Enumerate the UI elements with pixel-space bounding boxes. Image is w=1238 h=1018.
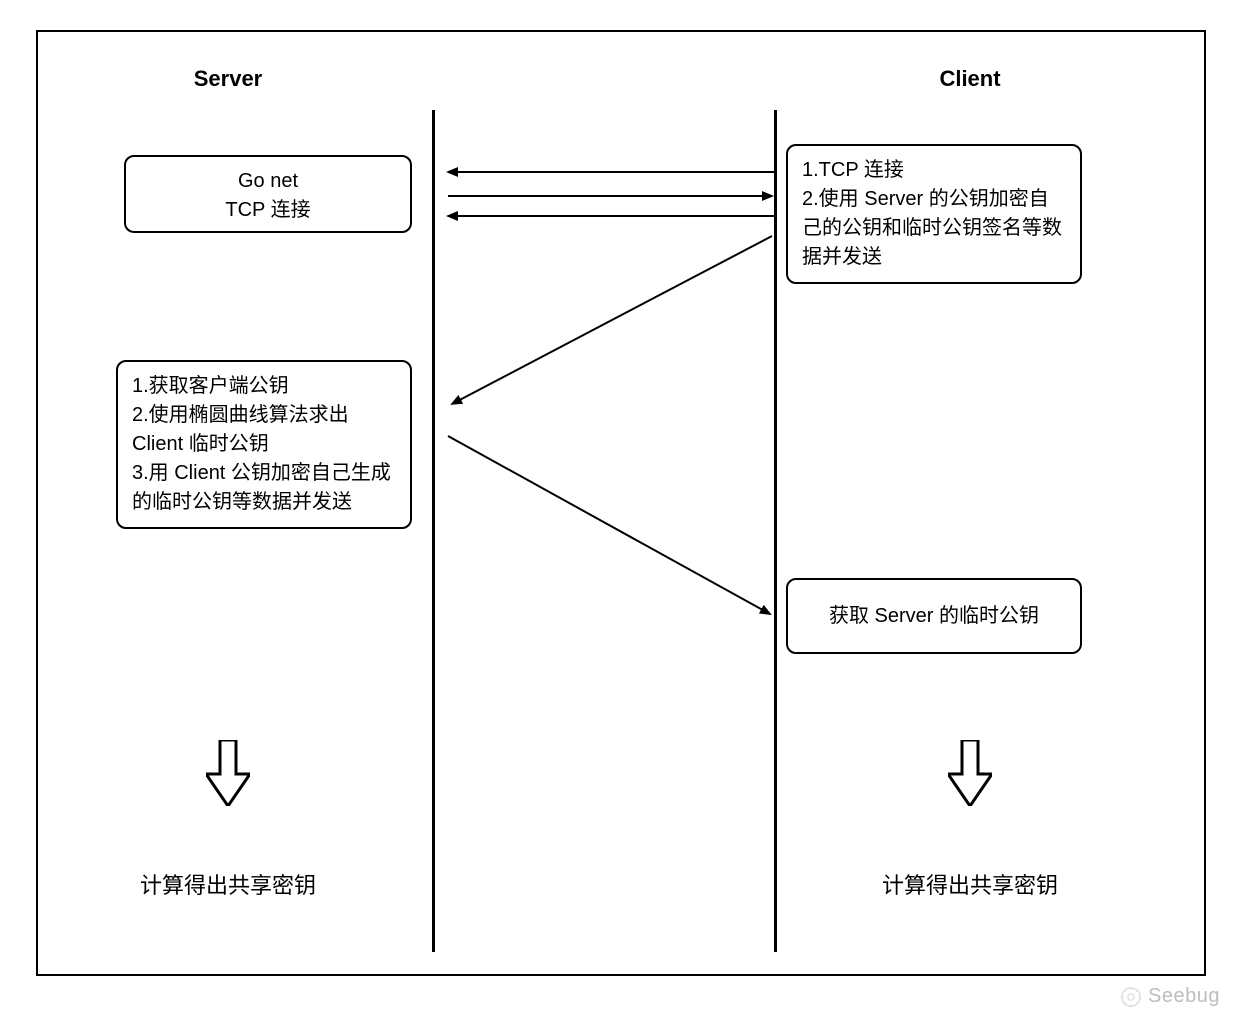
- server-lifeline: [432, 110, 435, 952]
- diagram-canvas: Server Client Go net TCP 连接 1.TCP 连接 2.使…: [0, 0, 1238, 1018]
- box-line: Go net: [140, 167, 396, 196]
- server-box-process-keys: 1.获取客户端公钥 2.使用椭圆曲线算法求出 Client 临时公钥 3.用 C…: [116, 360, 412, 529]
- client-down-arrow-icon: [948, 740, 992, 811]
- server-result-text: 计算得出共享密钥: [140, 868, 316, 900]
- watermark-bug-icon: [1120, 986, 1142, 1008]
- watermark-text: Seebug: [1148, 985, 1220, 1008]
- client-box-tcp-and-encrypt: 1.TCP 连接 2.使用 Server 的公钥加密自己的公钥和临时公钥签名等数…: [786, 144, 1082, 284]
- server-down-arrow-icon: [206, 740, 250, 811]
- box-line: 1.TCP 连接: [802, 156, 1066, 185]
- box-line: TCP 连接: [140, 196, 396, 225]
- box-line: 2.使用椭圆曲线算法求出 Client 临时公钥: [132, 401, 396, 459]
- box-line: 1.获取客户端公钥: [132, 372, 396, 401]
- client-result-text: 计算得出共享密钥: [882, 868, 1058, 900]
- client-lifeline: [774, 110, 777, 952]
- box-line: 3.用 Client 公钥加密自己生成的临时公钥等数据并发送: [132, 459, 396, 517]
- client-box-get-temp-key: 获取 Server 的临时公钥: [786, 578, 1082, 654]
- server-header: Server: [194, 66, 263, 92]
- server-box-go-net: Go net TCP 连接: [124, 155, 412, 233]
- client-header: Client: [939, 66, 1000, 92]
- watermark: Seebug: [1120, 985, 1220, 1008]
- box-line: 2.使用 Server 的公钥加密自己的公钥和临时公钥签名等数据并发送: [802, 185, 1066, 272]
- box-line: 获取 Server 的临时公钥: [829, 602, 1039, 631]
